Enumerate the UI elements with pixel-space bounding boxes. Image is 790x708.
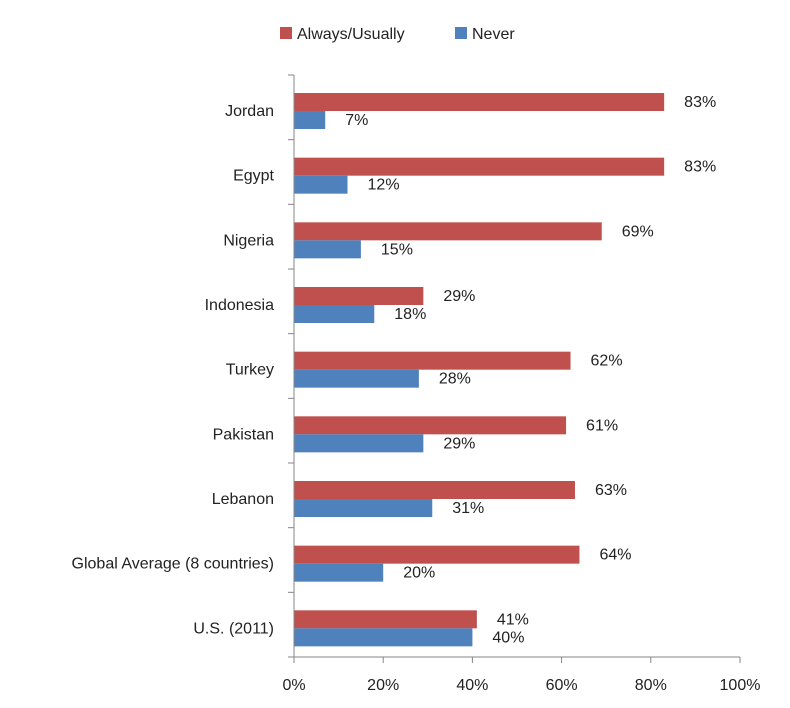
bar-never-global-average-8-countries: [294, 563, 384, 582]
category-label-indonesia: Indonesia: [205, 297, 274, 314]
category-label-global-average-8-countries: Global Average (8 countries): [72, 556, 274, 573]
category-label-lebanon: Lebanon: [212, 491, 274, 508]
value-label-always-usually-nigeria: 69%: [622, 223, 654, 240]
value-label-always-usually-indonesia: 29%: [443, 288, 475, 305]
bar-never-u-s-2011: [294, 628, 473, 647]
value-label-never-egypt: 12%: [368, 177, 400, 194]
value-label-never-jordan: 7%: [345, 112, 368, 129]
value-label-never-turkey: 28%: [439, 371, 471, 388]
bar-always-usually-pakistan: [294, 416, 567, 435]
value-label-never-lebanon: 31%: [452, 500, 484, 517]
value-labels-group: 83% 7% 83% 12% 69% 15% 29% 18% 62% 28% 61% 29% 63% 31…: [345, 94, 716, 646]
bar-always-usually-turkey: [294, 351, 571, 370]
bar-never-pakistan: [294, 434, 424, 453]
bar-always-usually-nigeria: [294, 222, 602, 241]
x-tick-label: 20%: [367, 677, 399, 694]
value-label-always-usually-jordan: 83%: [684, 94, 716, 111]
value-label-never-nigeria: 15%: [381, 241, 413, 258]
category-label-turkey: Turkey: [226, 362, 274, 379]
value-label-always-usually-u-s-2011: 41%: [497, 611, 529, 628]
value-label-never-indonesia: 18%: [394, 306, 426, 323]
value-label-never-u-s-2011: 40%: [492, 629, 524, 646]
x-tick-label: 100%: [720, 677, 761, 694]
x-tick-label: 60%: [546, 677, 578, 694]
value-label-always-usually-egypt: 83%: [684, 159, 716, 176]
category-labels-group: Jordan Egypt Nigeria Indonesia Turkey Pakista…: [72, 103, 275, 637]
bar-always-usually-u-s-2011: [294, 610, 477, 629]
category-label-egypt: Egypt: [233, 168, 274, 185]
value-label-never-global-average-8-countries: 20%: [403, 565, 435, 582]
bar-always-usually-indonesia: [294, 287, 424, 305]
category-label-nigeria: Nigeria: [223, 232, 274, 249]
legend-label-never: Never: [472, 26, 515, 43]
legend-label-always-usually: Always/Usually: [297, 26, 405, 43]
legend-swatch-never: [455, 27, 467, 39]
bar-always-usually-lebanon: [294, 481, 575, 499]
category-label-u-s-2011: U.S. (2011): [193, 620, 274, 637]
axes-group: 0% 20% 40% 60% 80% 100%: [282, 74, 761, 694]
bar-always-usually-egypt: [294, 157, 665, 176]
bar-never-jordan: [294, 111, 326, 129]
value-label-always-usually-pakistan: 61%: [586, 417, 618, 434]
category-label-pakistan: Pakistan: [213, 426, 274, 443]
legend-swatch-always-usually: [280, 27, 292, 39]
legend: Always/Usually Never: [280, 26, 515, 43]
value-label-always-usually-global-average-8-countries: 64%: [599, 547, 631, 564]
category-label-jordan: Jordan: [225, 103, 274, 120]
bar-never-indonesia: [294, 305, 375, 323]
bar-always-usually-jordan: [294, 93, 665, 111]
value-label-always-usually-turkey: 62%: [591, 353, 623, 370]
x-tick-label: 80%: [635, 677, 667, 694]
value-label-never-pakistan: 29%: [443, 435, 475, 452]
bar-never-egypt: [294, 175, 348, 194]
bar-never-nigeria: [294, 240, 361, 259]
bars-group: [294, 93, 665, 647]
bar-always-usually-global-average-8-countries: [294, 545, 580, 564]
value-label-always-usually-lebanon: 63%: [595, 482, 627, 499]
x-tick-label: 40%: [456, 677, 488, 694]
bar-never-lebanon: [294, 499, 433, 517]
x-tick-label: 0%: [282, 677, 305, 694]
bar-never-turkey: [294, 369, 419, 388]
